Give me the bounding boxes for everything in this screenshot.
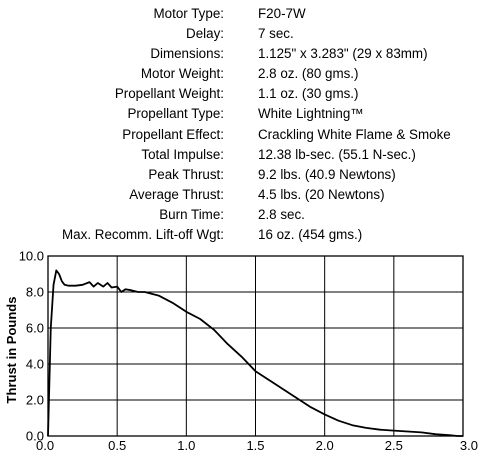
spec-label: Dimensions:	[150, 46, 224, 62]
x-tick-label: 1.0	[177, 438, 195, 453]
spec-label: Peak Thrust:	[148, 166, 224, 182]
spec-label: Motor Type:	[153, 6, 224, 21]
x-tick-label: 2.5	[385, 438, 403, 453]
spec-value: F20-7W	[258, 6, 306, 21]
spec-value: 1.1 oz. (30 gms.)	[258, 86, 359, 102]
spec-label: Average Thrust:	[129, 186, 224, 202]
spec-value: 2.8 sec.	[258, 206, 305, 222]
x-tick-label: 1.5	[246, 438, 264, 453]
spec-value: 16 oz. (454 gms.)	[258, 227, 363, 243]
y-tick-label: 10.0	[19, 249, 44, 264]
y-tick-label: 0.0	[26, 429, 44, 444]
spec-row: Motor Type: F20-7W	[0, 4, 480, 24]
chart-grid	[48, 256, 463, 436]
spec-row: Average Thrust: 4.5 lbs. (20 Newtons)	[0, 185, 480, 205]
spec-value: 2.8 oz. (80 gms.)	[258, 66, 359, 82]
spec-row: Burn Time: 2.8 sec.	[0, 205, 480, 225]
spec-row: Max. Recomm. Lift-off Wgt: 16 oz. (454 gm…	[0, 225, 480, 245]
spec-label: Propellant Weight:	[114, 86, 224, 102]
spec-row: Dimensions: 1.125" x 3.283" (29 x 83mm)	[0, 44, 480, 64]
y-tick-label: 8.0	[26, 285, 44, 300]
spec-label: Motor Weight:	[140, 66, 224, 82]
spec-value: 12.38 lb-sec. (55.1 N-sec.)	[258, 146, 416, 162]
thrust-curve-line	[47, 269, 463, 437]
spec-value: White Lightning™	[258, 106, 364, 122]
spec-label: Delay:	[186, 26, 224, 42]
spec-row: Propellant Effect: Crackling White Flame …	[0, 125, 480, 145]
spec-label: Max. Recomm. Lift-off Wgt:	[62, 227, 224, 243]
x-tick-label: 3.0	[460, 438, 478, 453]
y-tick-labels: 0.0 2.0 4.0 6.0 8.0 10.0	[19, 249, 44, 444]
y-tick-label: 4.0	[26, 357, 44, 372]
spec-value: 7 sec.	[258, 26, 294, 42]
spec-row: Delay: 7 sec.	[0, 24, 480, 44]
spec-row: Motor Weight: 2.8 oz. (80 gms.)	[0, 64, 480, 84]
spec-value: Crackling White Flame & Smoke	[258, 126, 451, 142]
y-tick-label: 6.0	[26, 321, 44, 336]
spec-label: Propellant Type:	[127, 106, 224, 122]
spec-label: Burn Time:	[159, 206, 224, 222]
spec-row: Propellant Type: White Lightning™	[0, 104, 480, 124]
motor-specs-table: Motor Type: F20-7W Delay: 7 sec. Dimensions:…	[0, 4, 480, 245]
spec-value: 4.5 lbs. (20 Newtons)	[258, 186, 385, 202]
spec-label: Total Impulse:	[141, 146, 224, 162]
spec-value: 9.2 lbs. (40.9 Newtons)	[258, 166, 396, 182]
plot-frame	[47, 255, 464, 437]
spec-row: Peak Thrust: 9.2 lbs. (40.9 Newtons)	[0, 165, 480, 185]
y-axis-title: Thrust in Pounds	[4, 297, 19, 404]
spec-row: Total Impulse: 12.38 lb-sec. (55.1 N-sec.…	[0, 145, 480, 165]
spec-row: Propellant Weight: 1.1 oz. (30 gms.)	[0, 84, 480, 104]
x-tick-label: 0.0	[36, 438, 54, 453]
x-tick-label: 0.5	[108, 438, 126, 453]
x-tick-label: 2.0	[316, 438, 334, 453]
spec-label: Propellant Effect:	[122, 126, 224, 142]
y-tick-label: 2.0	[26, 393, 44, 408]
spec-value: 1.125" x 3.283" (29 x 83mm)	[258, 46, 428, 62]
x-tick-labels: 0.0 0.5 1.0 1.5 2.0 2.5 3.0	[36, 438, 478, 453]
